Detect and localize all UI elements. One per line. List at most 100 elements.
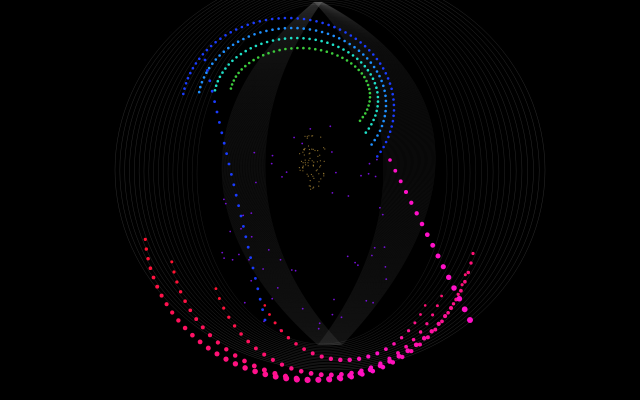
spiral-particle — [382, 84, 385, 88]
violet-particle — [223, 198, 225, 201]
spiral-particle — [368, 91, 372, 95]
spiral-particle — [186, 76, 190, 80]
violet-particle — [238, 253, 240, 256]
core-dust-particle — [304, 159, 306, 161]
wireframe-ring — [167, 0, 482, 354]
wireframe-ring — [138, 0, 517, 363]
spiral-particle — [302, 17, 306, 21]
outer-ring-particle — [356, 356, 362, 361]
spiral-particle — [207, 66, 211, 70]
spiral-particle — [244, 49, 247, 53]
outer-ring-particle — [435, 304, 439, 308]
wireframe-ring — [196, 3, 448, 345]
spiral-particle — [194, 62, 198, 65]
violet-particle — [224, 202, 227, 205]
outer-ring-particle — [232, 353, 238, 358]
wireframe-ring — [187, 0, 459, 348]
spiral-particle — [205, 71, 208, 74]
outer-ring-particle — [366, 354, 371, 359]
spiral-particle — [368, 96, 372, 99]
core-dust-particle — [307, 165, 309, 167]
violet-particle — [383, 246, 386, 249]
spiral-particle — [365, 79, 368, 83]
spiral-particle — [378, 129, 382, 133]
outer-ring-particle — [252, 368, 258, 375]
outer-ring-particle — [215, 340, 221, 345]
outer-ring-particle — [188, 308, 193, 313]
spiral-particle — [353, 65, 357, 68]
outer-ring-particle — [431, 313, 435, 317]
outer-ring-particle — [200, 325, 205, 330]
violet-particle — [335, 171, 337, 174]
core-dust-particle — [312, 148, 314, 150]
spiral-particle — [260, 42, 263, 46]
spiral-particle — [384, 72, 388, 75]
violet-particle — [365, 299, 368, 302]
outer-ring-particle — [172, 270, 176, 274]
core-dust-particle — [307, 175, 309, 177]
spiral-particle — [381, 67, 385, 70]
spiral-particle — [218, 75, 222, 79]
outer-ring-particle — [279, 329, 283, 333]
outer-ring-particle — [170, 310, 175, 315]
core-dust-particle — [314, 149, 316, 152]
spiral-particle — [230, 83, 234, 86]
wireframe-strand — [233, 1, 398, 346]
spiral-particle — [264, 18, 268, 22]
violet-particle — [384, 266, 387, 268]
spiral-particle — [371, 77, 375, 80]
outer-ring-particle — [384, 347, 388, 351]
outer-ring-particle — [155, 284, 160, 289]
violet-particle — [329, 125, 332, 128]
spiral-particle — [283, 16, 287, 20]
wireframe-strand — [265, 1, 436, 346]
wireframe-strand — [224, 1, 388, 346]
spiral-particle — [229, 31, 232, 34]
outer-ring-particle — [338, 357, 343, 363]
outer-ring-particle — [146, 256, 150, 261]
spiral-particle — [308, 47, 311, 50]
spiral-particle — [369, 73, 373, 76]
spiral-particle — [336, 54, 339, 57]
violet-particle — [372, 301, 374, 304]
core-dust-particle — [320, 178, 322, 180]
spiral-particle — [384, 140, 388, 144]
spiral-particle — [213, 100, 217, 103]
wireframe-strand — [235, 1, 401, 346]
outer-ring-particle — [463, 273, 467, 277]
spiral-particle — [344, 31, 347, 34]
spiral-particle — [327, 23, 330, 27]
outer-ring-particle — [294, 342, 298, 346]
spiral-particle — [234, 193, 238, 197]
spiral-particle — [289, 26, 293, 30]
outer-ring-particle — [378, 361, 383, 366]
core-dust-particle — [318, 181, 320, 183]
outer-ring-particle — [392, 342, 396, 346]
core-dust-particle — [309, 180, 311, 182]
outer-ring-particle — [253, 346, 258, 351]
spiral-particle — [376, 105, 379, 108]
spiral-particle — [210, 89, 214, 93]
wireframe-strand — [256, 1, 425, 346]
spiral-particle — [359, 61, 363, 64]
spiral-particle-trails — [182, 16, 396, 322]
wireframe-ring — [134, 0, 523, 365]
spiral-particle — [203, 58, 207, 62]
spiral-particle — [372, 65, 376, 69]
spiral-particle — [372, 118, 375, 122]
spiral-particle — [216, 79, 220, 83]
spiral-particle — [240, 68, 243, 71]
outer-ring-particle — [183, 299, 187, 303]
spiral-particle — [384, 99, 388, 103]
spiral-particle — [277, 38, 281, 41]
spiral-particle — [290, 16, 293, 20]
outer-ring-particle — [232, 324, 237, 328]
outer-ring-particle — [190, 332, 195, 338]
outer-ring-particle — [273, 321, 277, 325]
spiral-particle — [263, 318, 267, 322]
core-dust-particle — [317, 150, 319, 152]
spiral-particle — [214, 40, 217, 44]
outer-ring-particle — [319, 354, 324, 359]
spiral-particle — [246, 23, 249, 27]
outer-ring-particle — [440, 319, 444, 324]
